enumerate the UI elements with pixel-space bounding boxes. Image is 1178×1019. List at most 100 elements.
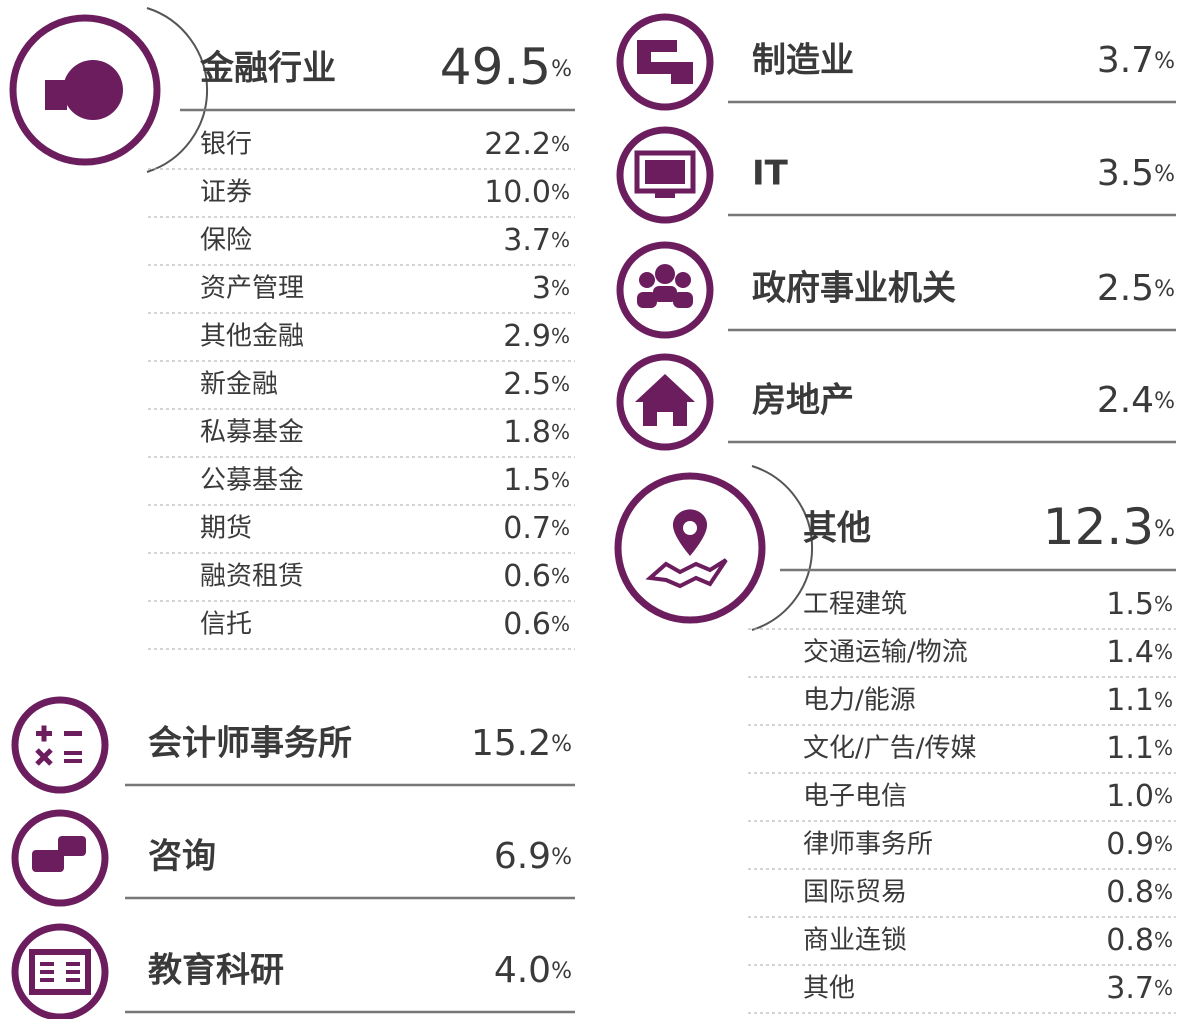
item-label: 律师事务所 [803,830,933,860]
section-label: 政府事业机关 [752,269,956,309]
value: 0.6% [503,559,570,594]
value-unit: % [551,468,570,492]
value-unit: % [1154,49,1175,74]
value-unit: % [551,324,570,348]
section: 政府事业机关 2.5% [616,241,1176,339]
section: 其他 12.3% 工程建筑 1.5% 交通运输/物流 1.4% 电力/能源 1.1% 文化/广告… [614,465,1176,1014]
section-label: IT [752,154,789,194]
value-number: 1.1 [1106,683,1154,718]
value-number: 3.7 [1097,40,1154,81]
icon-shape [29,949,91,995]
value-unit: % [1154,517,1175,542]
value-number: 0.6 [503,559,551,594]
icon-shape [40,962,80,982]
value-number: 1.4 [1106,635,1154,670]
value-number: 2.5 [503,367,551,402]
value: 49.5% [440,38,572,96]
value-number: 0.6 [503,607,551,642]
value-number: 1.0 [1106,779,1154,814]
value-unit: % [1154,592,1173,616]
value-unit: % [551,228,570,252]
value-number: 1.1 [1106,731,1154,766]
value-unit: % [1154,688,1173,712]
item-label: 其他 [803,974,855,1004]
value-unit: % [1154,389,1175,414]
value: 4.0% [494,950,572,991]
value: 3.7% [1097,40,1175,81]
item-label: 商业连锁 [803,926,907,956]
icon-shape [635,374,695,426]
value-number: 12.3 [1043,498,1154,556]
value-unit: % [1154,640,1173,664]
value-number: 1.8 [503,415,551,450]
icon-shape [673,292,693,308]
value: 2.5% [503,367,570,402]
value: 1.1% [1106,683,1173,718]
value: 2.5% [1097,268,1175,309]
value-unit: % [1154,277,1175,302]
section: 金融行业 49.5% 银行 22.2% 证券 10.0% 保险 3.7% 资产管理 3% 其他金融 2… [9,7,575,650]
value-number: 1.5 [1106,587,1154,622]
value-number: 3.7 [1106,971,1154,1006]
value: 0.8% [1106,875,1173,910]
section-label: 制造业 [752,41,854,81]
value-number: 6.9 [494,836,551,877]
value-number: 0.8 [1106,875,1154,910]
item-label: 其他金融 [200,322,304,352]
icon-shape [683,521,697,535]
value-unit: % [551,420,570,444]
item-label: 证券 [200,178,252,208]
icon-shape [35,748,53,766]
value-number: 1.5 [503,463,551,498]
value-unit: % [551,845,572,870]
value-unit: % [551,959,572,984]
icon-shape [645,160,685,184]
section: 会计师事务所 15.2% [11,696,575,794]
item-label: 公募基金 [200,466,304,496]
section-label: 会计师事务所 [148,724,352,764]
value-unit: % [1154,784,1173,808]
value-number: 0.7 [503,511,551,546]
icon-shape [64,759,82,763]
value-unit: % [1154,928,1173,952]
value-number: 22.2 [484,127,551,162]
value-unit: % [551,180,570,204]
icon-shape [653,286,677,302]
value: 2.9% [503,319,570,354]
section: IT 3.5% [616,126,1176,224]
value-number: 3.7 [503,223,551,258]
value-number: 2.9 [503,319,551,354]
icon-shape [639,272,655,288]
icon-shape [655,264,675,284]
icon-shape [634,150,696,194]
icon-shape [32,850,64,872]
value: 1.5% [503,463,570,498]
icon-ring [11,923,109,1019]
icon-shape [64,751,82,755]
item-label: 工程建筑 [803,590,907,620]
item-label: 国际贸易 [803,878,907,908]
value: 3.5% [1097,153,1175,194]
icon-shape [63,60,123,120]
icon-shape [655,193,675,198]
value: 0.7% [503,511,570,546]
item-label: 融资租赁 [200,562,304,592]
value-number: 15.2 [471,723,551,764]
icon-shape [45,80,67,110]
value-unit: % [551,132,570,156]
value: 1.1% [1106,731,1173,766]
value: 1.5% [1106,587,1173,622]
value-number: 0.8 [1106,923,1154,958]
item-label: 银行 [200,130,252,160]
section-label: 房地产 [752,381,854,421]
section: 教育科研 4.0% [11,923,575,1019]
value-unit: % [551,564,570,588]
icon-arc [751,465,813,631]
value-number: 4.0 [494,950,551,991]
value-number: 2.4 [1097,380,1154,421]
section: 咨询 6.9% [11,809,575,907]
value: 3.7% [503,223,570,258]
icon-shape [645,558,728,589]
icon-shape [41,725,47,742]
item-label: 文化/广告/传媒 [803,734,977,764]
